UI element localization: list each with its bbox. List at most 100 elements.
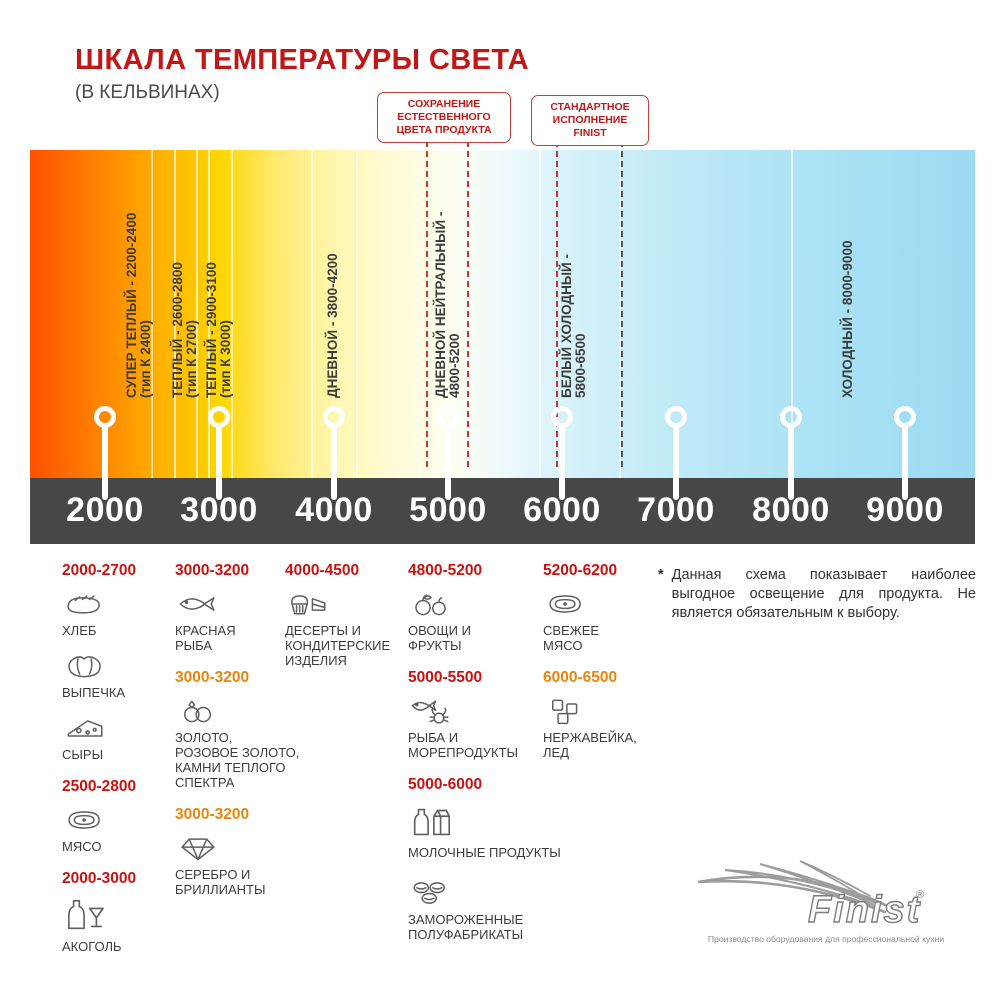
- range-heading: 5000-6000: [408, 776, 483, 793]
- range-heading: 4800-5200: [408, 562, 483, 579]
- callout-natural-color: СОХРАНЕНИЕ ЕСТЕСТВЕННОГО ЦВЕТА ПРОДУКТА: [377, 92, 511, 143]
- zone-divider: [208, 150, 210, 478]
- zone-label-warm-3000: ТЕПЛЫЙ - 2900-3100 (тип К 3000): [204, 262, 233, 398]
- registered-mark: ®: [916, 889, 924, 901]
- zone-divider: [471, 150, 473, 478]
- food-item-vegetables-fruits: ОВОЩИ И ФРУКТЫ: [408, 589, 583, 653]
- logo-tagline: Производство оборудования для профессион…: [708, 934, 944, 944]
- range-heading: 5000-5500: [408, 669, 483, 686]
- pin-stem: [216, 424, 222, 500]
- food-column-4: 4800-5200 ОВОЩИ И ФРУКТЫ 5000-5500 РЫБА …: [408, 562, 583, 955]
- page-subtitle: (В КЕЛЬВИНАХ): [75, 82, 220, 103]
- zone-divider: [174, 150, 176, 478]
- temperature-gradient: [30, 150, 975, 478]
- zone-label-white-cold: БЕЛЫЙ ХОЛОДНЫЙ - 5800-6500: [559, 254, 588, 398]
- item-label: ЗОЛОТО, РОЗОВОЕ ЗОЛОТО, КАМНИ ТЕПЛОГО СП…: [175, 730, 300, 790]
- cheese-icon: [62, 713, 167, 743]
- footnote: * Данная схема показывает наиболее выгод…: [658, 566, 976, 623]
- pin-stem: [788, 424, 794, 500]
- item-label: ДЕСЕРТЫ И КОНДИТЕРСКИЕ ИЗДЕЛИЯ: [285, 623, 391, 668]
- pin-stem: [673, 424, 679, 500]
- ice-cubes-icon: [543, 696, 663, 726]
- pin-stem: [445, 424, 451, 500]
- alcohol-icon: [62, 897, 167, 935]
- food-item-desserts: ДЕСЕРТЫ И КОНДИТЕРСКИЕ ИЗДЕЛИЯ: [285, 589, 415, 668]
- item-label: АКОГОЛЬ: [62, 939, 122, 954]
- callout-finist-standard: СТАНДАРТНОЕ ИСПОЛНЕНИЕ FINIST: [531, 95, 649, 146]
- range-heading: 3000-3200: [175, 669, 250, 686]
- item-label: РЫБА И МОРЕПРОДУКТЫ: [408, 730, 519, 760]
- diamond-icon: [175, 833, 320, 863]
- zone-divider: [231, 150, 233, 478]
- item-label: ВЫПЕЧКА: [62, 685, 126, 700]
- range-heading: 3000-3200: [175, 806, 250, 823]
- zone-divider: [196, 150, 198, 478]
- food-column-5: 5200-6200 СВЕЖЕЕ МЯСО 6000-6500 НЕРЖАВЕЙ…: [543, 562, 663, 773]
- food-item-seafood: РЫБА И МОРЕПРОДУКТЫ: [408, 696, 583, 760]
- food-item-cheese: СЫРЫ: [62, 713, 167, 762]
- item-label: НЕРЖАВЕЙКА, ЛЕД: [543, 730, 637, 760]
- food-column-3: 4000-4500 ДЕСЕРТЫ И КОНДИТЕРСКИЕ ИЗДЕЛИЯ: [285, 562, 415, 681]
- zone-divider: [619, 150, 621, 478]
- frozen-food-icon: [408, 878, 583, 908]
- finist-wing-logo: Finist ® Производство оборудования для п…: [697, 860, 944, 944]
- food-item-dairy: МОЛОЧНЫЕ ПРОДУКТЫ: [408, 803, 583, 860]
- item-label: МЯСО: [62, 839, 102, 854]
- zone-divider: [791, 150, 793, 478]
- item-label: СЫРЫ: [62, 747, 104, 762]
- pin-stem: [102, 424, 108, 500]
- zone-divider: [539, 150, 541, 478]
- range-heading: 2500-2800: [62, 778, 137, 795]
- wing-icon: [697, 860, 894, 914]
- range-line-5800: [556, 141, 558, 467]
- food-item-meat: МЯСО: [62, 805, 167, 854]
- food-item-bread: ХЛЕБ: [62, 589, 167, 638]
- item-gold: ЗОЛОТО, РОЗОВОЕ ЗОЛОТО, КАМНИ ТЕПЛОГО СП…: [175, 696, 320, 790]
- item-label: КРАСНАЯ РЫБА: [175, 623, 236, 653]
- zone-label-cold: ХОЛОДНЫЙ - 8000-9000: [840, 240, 855, 398]
- food-item-red-fish: КРАСНАЯ РЫБА: [175, 589, 320, 653]
- item-silver-diamonds: СЕРЕБРО И БРИЛЛИАНТЫ: [175, 833, 320, 897]
- item-label: СВЕЖЕЕ МЯСО: [543, 623, 600, 653]
- item-label: ЗАМОРОЖЕННЫЕ ПОЛУФАБРИКАТЫ: [408, 912, 524, 942]
- range-heading: 4000-4500: [285, 562, 360, 579]
- zone-divider: [311, 150, 313, 478]
- zone-divider: [151, 150, 153, 478]
- finist-logo: Finist ® Производство оборудования для п…: [680, 856, 972, 955]
- range-heading: 2000-3000: [62, 870, 137, 887]
- food-item-fresh-meat: СВЕЖЕЕ МЯСО: [543, 589, 663, 653]
- range-line-6500: [621, 141, 623, 467]
- page-title: ШКАЛА ТЕМПЕРАТУРЫ СВЕТА: [75, 44, 529, 76]
- footnote-asterisk: *: [658, 567, 664, 583]
- range-line-4800: [426, 141, 428, 467]
- range-heading: 3000-3200: [175, 562, 250, 579]
- item-label: ХЛЕБ: [62, 623, 97, 638]
- pin-stem: [331, 424, 337, 500]
- meat-icon: [62, 805, 167, 835]
- milk-icon: [408, 803, 583, 841]
- range-heading: 5200-6200: [543, 562, 618, 579]
- item-stainless-ice: НЕРЖАВЕЙКА, ЛЕД: [543, 696, 663, 760]
- steak-icon: [543, 589, 663, 619]
- range-line-5200: [467, 141, 469, 467]
- zone-label-warm-2700: ТЕПЛЫЙ - 2600-2800 (тип К 2700): [170, 262, 199, 398]
- kelvin-axis-band: 2000 3000 4000 5000 6000 7000 8000 9000: [30, 478, 975, 544]
- food-column-1: 2000-2700 ХЛЕБ ВЫПЕЧКА СЫРЫ 2500-2800 МЯ…: [62, 562, 167, 967]
- food-item-pastry: ВЫПЕЧКА: [62, 651, 167, 700]
- zone-label-daylight-neutral: ДНЕВНОЙ НЕЙТРАЛЬНЫЙ - 4800-5200: [433, 211, 462, 398]
- range-heading: 6000-6500: [543, 669, 618, 686]
- food-column-2: 3000-3200 КРАСНАЯ РЫБА 3000-3200 ЗОЛОТО,…: [175, 562, 320, 910]
- zone-label-super-warm: СУПЕР ТЕПЛЫЙ - 2200-2400 (тип К 2400): [124, 212, 153, 398]
- food-item-alcohol: АКОГОЛЬ: [62, 897, 167, 954]
- range-heading: 2000-2700: [62, 562, 137, 579]
- dessert-icon: [285, 589, 415, 619]
- zone-label-daylight: ДНЕВНОЙ - 3800-4200: [325, 253, 340, 398]
- pin-stem: [559, 424, 565, 500]
- rings-icon: [175, 696, 320, 726]
- item-label: ОВОЩИ И ФРУКТЫ: [408, 623, 471, 653]
- item-label: СЕРЕБРО И БРИЛЛИАНТЫ: [175, 867, 266, 897]
- footnote-text: Данная схема показывает наиболее выгодно…: [671, 567, 976, 621]
- logo-wordmark: Finist: [808, 889, 921, 931]
- pin-stem: [902, 424, 908, 500]
